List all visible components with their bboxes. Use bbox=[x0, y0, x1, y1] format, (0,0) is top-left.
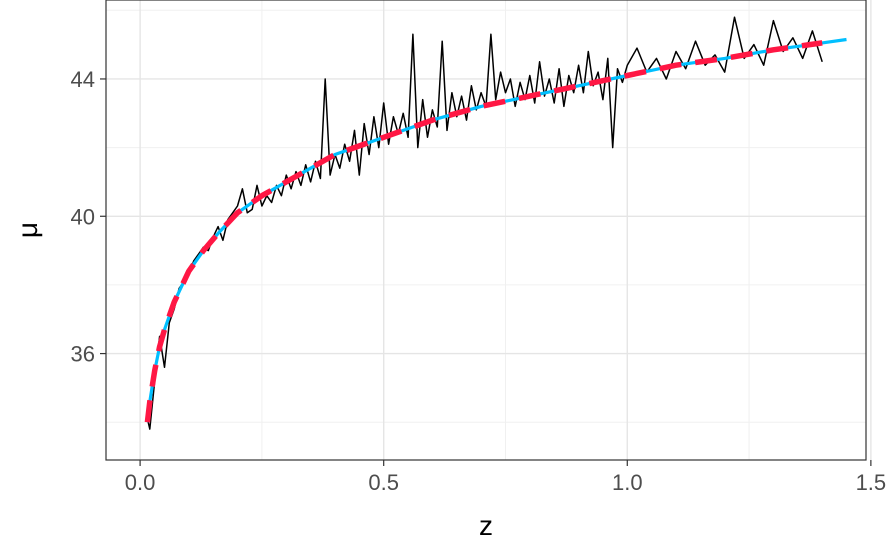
fit-line-dashed bbox=[144, 40, 823, 423]
y-axis-title: μ bbox=[12, 222, 43, 238]
x-tick-label: 1.5 bbox=[856, 470, 887, 495]
panel-border bbox=[105, 0, 867, 461]
x-axis-title: z bbox=[479, 510, 493, 541]
y-tick-label: 40 bbox=[71, 204, 95, 229]
series-lines bbox=[144, 16, 847, 430]
axis-ticks: 0.0 0.5 1.0 1.5 36 40 44 bbox=[71, 67, 887, 495]
y-tick-label: 44 bbox=[71, 67, 95, 92]
x-tick-label: 0.5 bbox=[368, 470, 399, 495]
x-tick-label: 0.0 bbox=[125, 470, 156, 495]
y-tick-label: 36 bbox=[71, 342, 95, 367]
fit-line-solid bbox=[145, 37, 847, 423]
x-tick-label: 1.0 bbox=[612, 470, 643, 495]
grid-lines bbox=[106, 0, 872, 460]
